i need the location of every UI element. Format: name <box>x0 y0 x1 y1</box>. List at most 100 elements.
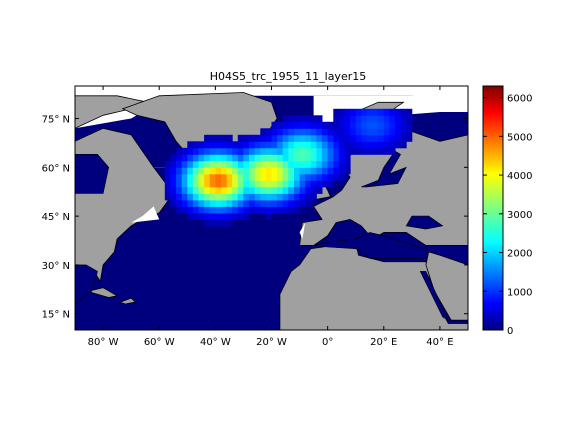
plume-cell <box>288 186 295 194</box>
plume-cell <box>164 186 171 194</box>
black-sea-sea <box>405 215 444 230</box>
plume-cell <box>366 115 373 123</box>
plume-cell <box>192 173 199 181</box>
plume-cell <box>226 199 233 207</box>
plume-cell <box>176 199 183 207</box>
plume-cell <box>333 147 340 155</box>
map-plot-area <box>75 86 468 330</box>
plume-cell <box>192 154 199 162</box>
plume-cell <box>277 206 284 214</box>
plume-cell <box>378 134 385 142</box>
plume-cell <box>378 108 385 116</box>
plume-cell <box>372 128 379 136</box>
plume-cell <box>271 186 278 194</box>
plume-cell <box>265 180 272 188</box>
plume-cell <box>243 141 250 149</box>
lat-tick-label: 15° N <box>42 310 70 321</box>
plume-cell <box>310 154 317 162</box>
plume-cell <box>232 160 239 168</box>
plume-cell <box>187 141 194 149</box>
plume-cell <box>378 141 385 149</box>
colorbar-tick-label: 2000 <box>507 249 532 260</box>
plume-cell <box>198 141 205 149</box>
plume-cell <box>366 134 373 142</box>
plume-cell <box>294 141 301 149</box>
plume-cell <box>338 128 345 136</box>
plume-cell <box>282 186 289 194</box>
plume-cell <box>310 134 317 142</box>
plume-cell <box>355 121 362 129</box>
plume-cell <box>327 147 334 155</box>
lat-tick-label: 45° N <box>42 212 70 223</box>
plume-cell <box>181 173 188 181</box>
plume-cell <box>310 167 317 175</box>
plume-cell <box>316 173 323 181</box>
plume-cell <box>277 180 284 188</box>
plume-cell <box>226 167 233 175</box>
colorbar-tick-label: 6000 <box>507 94 532 105</box>
plume-cell <box>299 134 306 142</box>
plume-cell <box>378 115 385 123</box>
plume-cell <box>271 128 278 136</box>
plume-cell <box>333 134 340 142</box>
plume-cell <box>277 160 284 168</box>
plume-cell <box>221 180 228 188</box>
plume-cell <box>265 160 272 168</box>
plume-cell <box>395 141 402 149</box>
colorbar-tick-label: 5000 <box>507 132 532 143</box>
plume-cell <box>187 206 194 214</box>
plume-cell <box>176 147 183 155</box>
plume-cell <box>260 134 267 142</box>
plume-cell <box>372 147 379 155</box>
plume-cell <box>338 167 345 175</box>
plume-cell <box>350 108 357 116</box>
plume-cell <box>355 141 362 149</box>
plume-cell <box>299 115 306 123</box>
plume-cell <box>277 199 284 207</box>
plume-cell <box>299 186 306 194</box>
plume-cell <box>243 180 250 188</box>
plume-cell <box>277 154 284 162</box>
plume-cell <box>187 154 194 162</box>
plume-cell <box>355 147 362 155</box>
plume-cell <box>316 154 323 162</box>
plume-cell <box>338 160 345 168</box>
plume-cell <box>400 121 407 129</box>
land-mask <box>75 92 468 330</box>
plume-cell <box>164 193 171 201</box>
plume-cell <box>305 115 312 123</box>
plume-cell <box>395 115 402 123</box>
plume-cell <box>221 219 228 227</box>
plume-cell <box>322 160 329 168</box>
plume-cell <box>221 167 228 175</box>
plume-cell <box>294 180 301 188</box>
plume-cell <box>192 147 199 155</box>
plume-cell <box>226 134 233 142</box>
plume-cell <box>164 173 171 181</box>
plume-cell <box>237 167 244 175</box>
plume-cell <box>221 193 228 201</box>
plume-cell <box>294 128 301 136</box>
plume-cell <box>237 141 244 149</box>
hispaniola-land <box>118 297 137 305</box>
plume-cell <box>226 160 233 168</box>
plume-cell <box>254 167 261 175</box>
plume-cell <box>209 193 216 201</box>
plume-cell <box>282 134 289 142</box>
plume-cell <box>271 141 278 149</box>
plume-cell <box>260 141 267 149</box>
plume-cell <box>288 121 295 129</box>
plume-cell <box>395 108 402 116</box>
plume-cell <box>243 199 250 207</box>
plume-cell <box>215 167 222 175</box>
plume-cell <box>187 167 194 175</box>
plume-cell <box>305 193 312 201</box>
plume-cell <box>305 180 312 188</box>
plume-cell <box>176 167 183 175</box>
plume-cell <box>310 173 317 181</box>
plume-cell <box>237 186 244 194</box>
plume-cell <box>327 180 334 188</box>
plume-cell <box>237 212 244 220</box>
plume-cell <box>372 115 379 123</box>
plume-cell <box>338 147 345 155</box>
